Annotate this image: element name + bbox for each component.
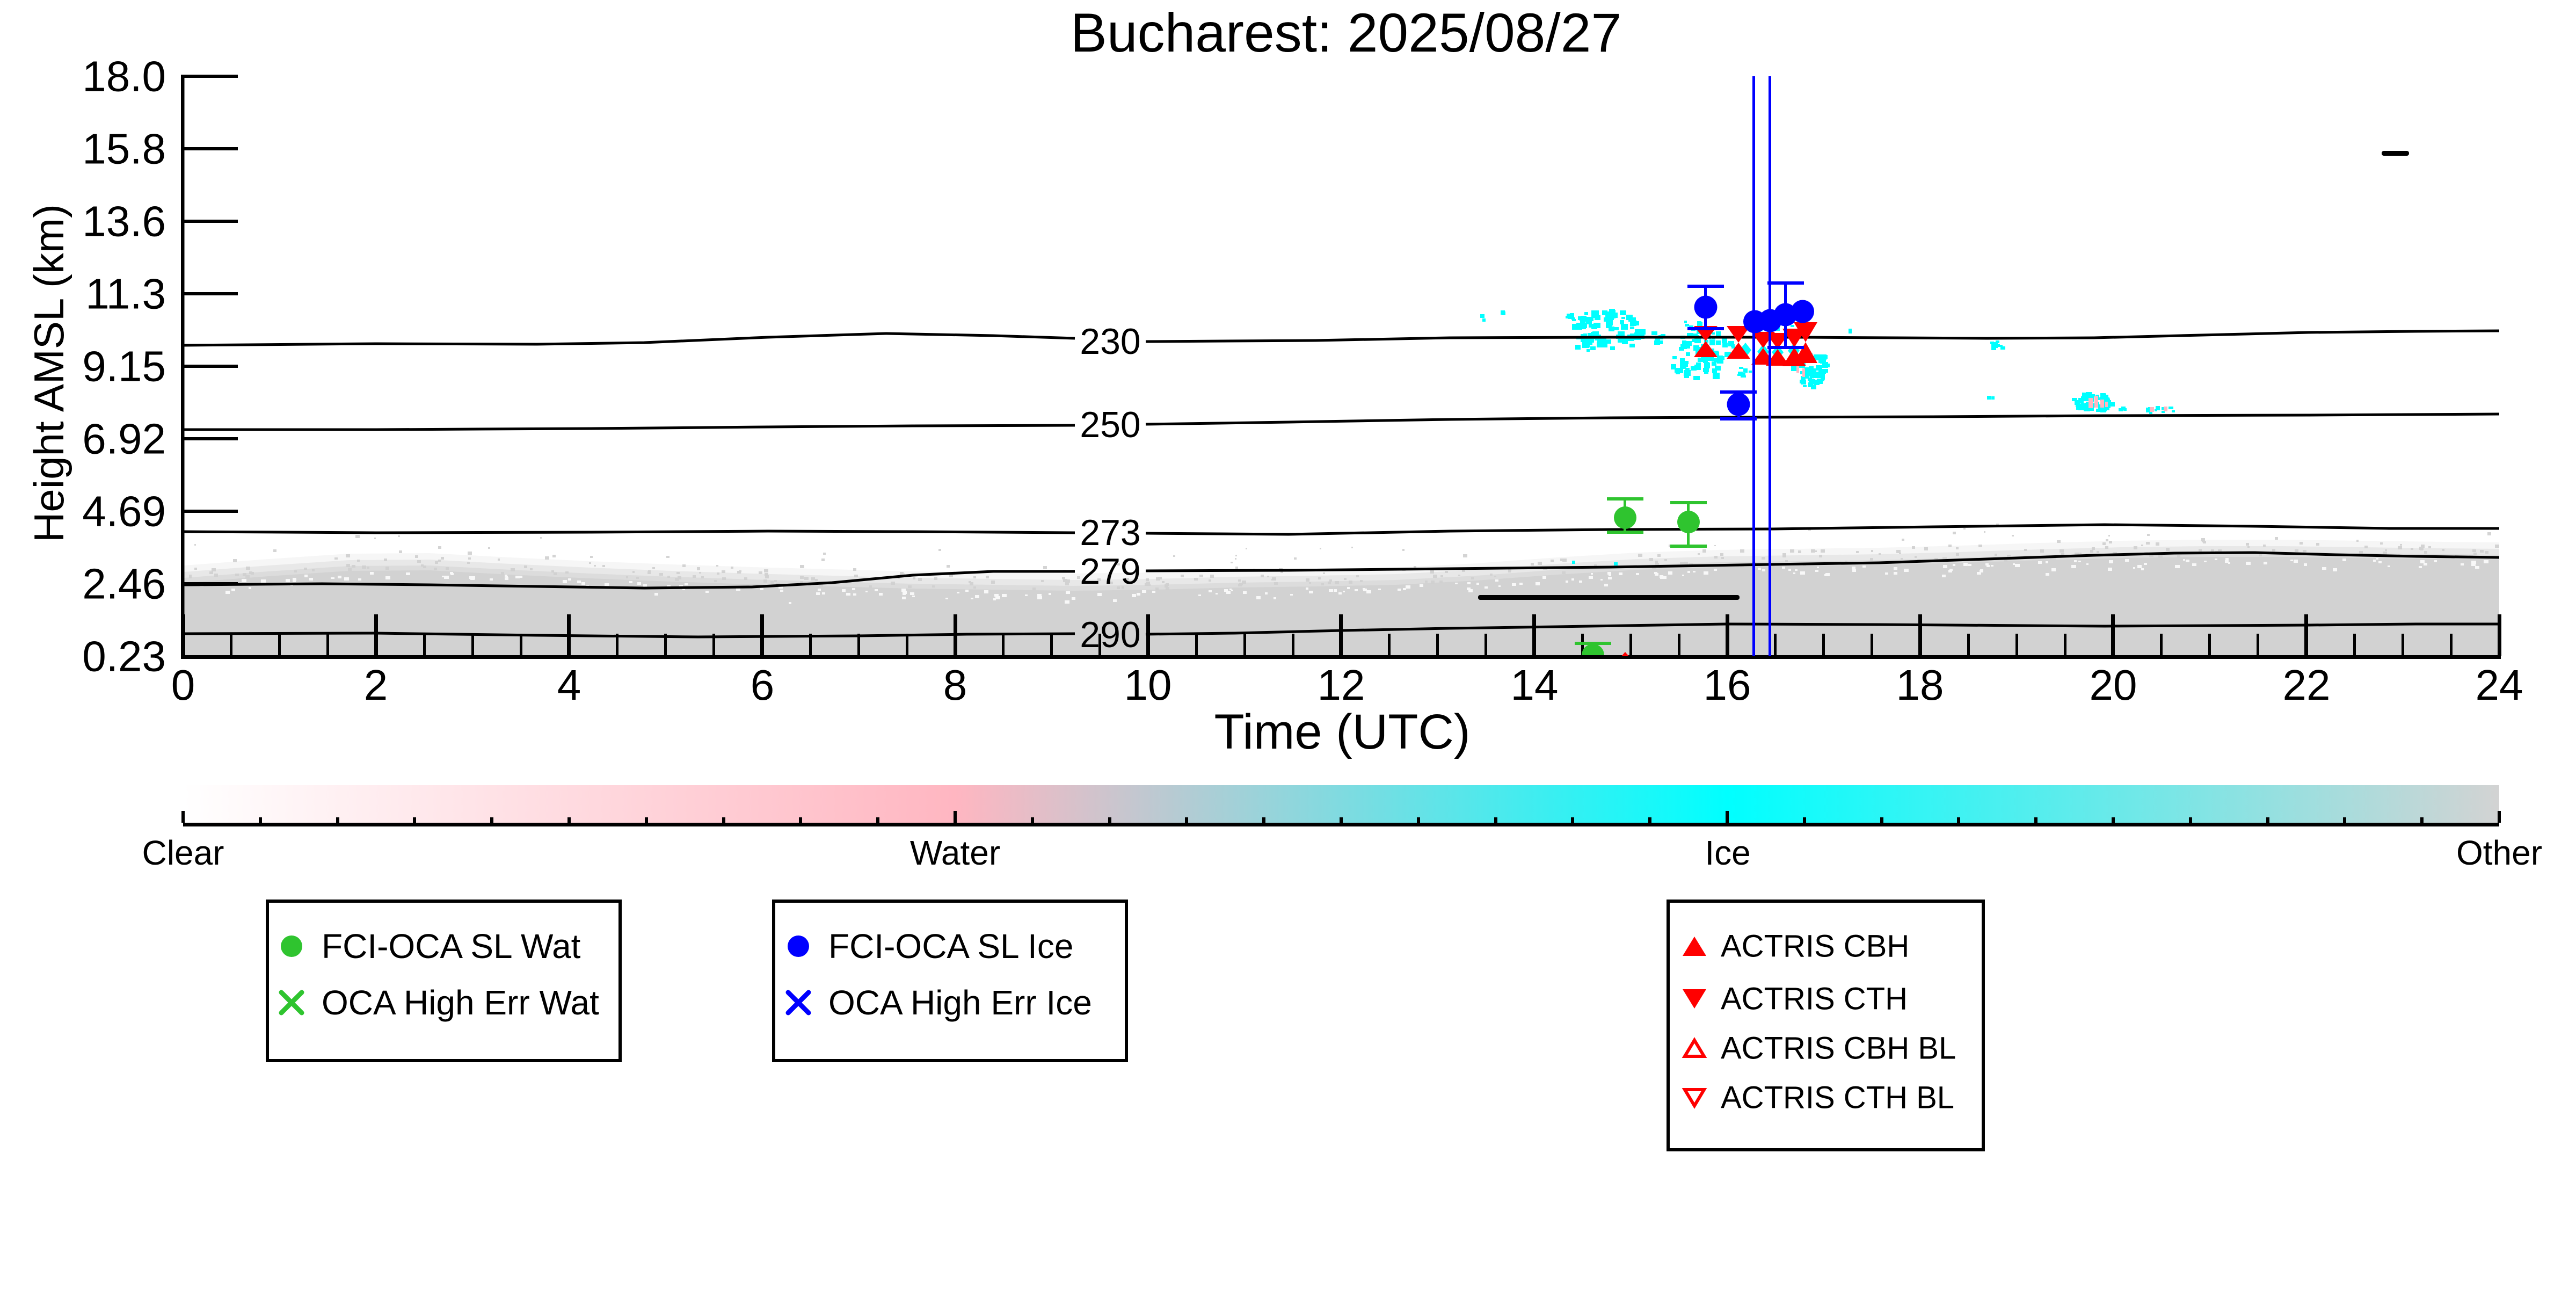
svg-text:Bucharest: 2025/08/27: Bucharest: 2025/08/27: [1071, 2, 1621, 63]
svg-text:250: 250: [1080, 404, 1140, 445]
svg-text:230: 230: [1080, 321, 1140, 362]
svg-text:ACTRIS CTH BL: ACTRIS CTH BL: [1721, 1080, 1954, 1115]
svg-text:16: 16: [1704, 661, 1751, 709]
svg-text:Ice: Ice: [1705, 833, 1750, 872]
svg-text:0.23: 0.23: [82, 633, 166, 680]
svg-text:9.15: 9.15: [82, 343, 166, 390]
svg-text:Time (UTC): Time (UTC): [1214, 705, 1471, 759]
svg-text:FCI-OCA SL Ice: FCI-OCA SL Ice: [828, 927, 1073, 966]
svg-text:Water: Water: [910, 833, 1000, 872]
svg-text:OCA High Err Wat: OCA High Err Wat: [322, 983, 599, 1022]
svg-text:18.0: 18.0: [82, 53, 166, 100]
svg-text:18: 18: [1896, 661, 1944, 709]
svg-text:24: 24: [2476, 661, 2523, 709]
svg-text:Other: Other: [2456, 833, 2542, 872]
svg-text:ACTRIS CBH: ACTRIS CBH: [1721, 929, 1909, 964]
svg-text:Height AMSL (km): Height AMSL (km): [25, 204, 72, 542]
svg-text:4.69: 4.69: [82, 488, 166, 535]
svg-text:290: 290: [1080, 614, 1140, 655]
svg-text:12: 12: [1318, 661, 1365, 709]
svg-text:4: 4: [557, 661, 581, 709]
svg-text:15.8: 15.8: [82, 125, 166, 173]
svg-text:22: 22: [2283, 661, 2331, 709]
svg-text:14: 14: [1511, 661, 1559, 709]
svg-text:OCA High Err Ice: OCA High Err Ice: [828, 983, 1092, 1022]
svg-text:8: 8: [943, 661, 967, 709]
svg-text:Clear: Clear: [142, 833, 224, 872]
svg-text:0: 0: [171, 661, 195, 709]
svg-text:13.6: 13.6: [82, 198, 166, 245]
svg-text:20: 20: [2090, 661, 2137, 709]
svg-text:6.92: 6.92: [82, 415, 166, 463]
svg-text:273: 273: [1080, 512, 1140, 553]
svg-text:6: 6: [751, 661, 775, 709]
svg-text:279: 279: [1080, 551, 1140, 592]
svg-text:2: 2: [364, 661, 388, 709]
svg-text:FCI-OCA SL Wat: FCI-OCA SL Wat: [322, 927, 581, 966]
svg-text:10: 10: [1124, 661, 1172, 709]
svg-text:11.3: 11.3: [85, 270, 166, 318]
svg-text:ACTRIS CTH: ACTRIS CTH: [1721, 982, 1908, 1017]
svg-text:ACTRIS CBH BL: ACTRIS CBH BL: [1721, 1031, 1956, 1066]
svg-text:2.46: 2.46: [82, 560, 166, 608]
